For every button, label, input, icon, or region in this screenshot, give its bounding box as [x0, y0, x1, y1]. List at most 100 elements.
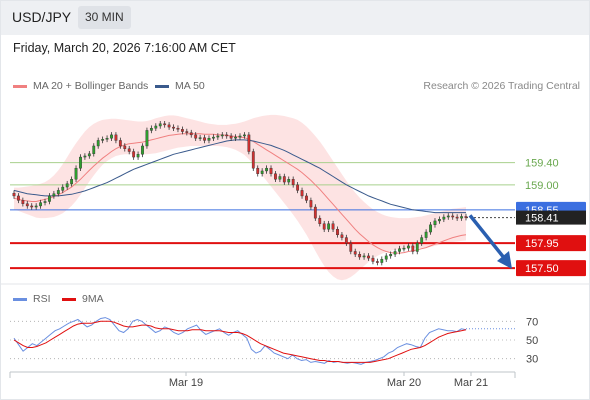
- candle-body: [371, 257, 375, 262]
- candle-body: [406, 245, 410, 249]
- candle-body: [229, 135, 233, 139]
- candle-body: [212, 136, 215, 139]
- candle-body: [176, 128, 180, 130]
- candle-body: [52, 193, 56, 197]
- candle-body: [43, 201, 47, 203]
- candle-body: [340, 234, 344, 238]
- level-label-1: 159.00: [525, 180, 559, 192]
- candle-body: [83, 155, 87, 158]
- candle-body: [198, 137, 202, 139]
- candle-body: [118, 140, 122, 147]
- candle-body: [424, 231, 428, 238]
- chart-datetime: Friday, March 20, 2026 7:16:00 AM CET: [13, 41, 236, 55]
- candle-body: [101, 139, 105, 141]
- candle-body: [460, 216, 463, 219]
- rsi-ma-line: [13, 320, 467, 363]
- last-price-tag: [516, 210, 586, 225]
- candle-body: [163, 123, 167, 126]
- last-price-label: 158.41: [525, 213, 559, 225]
- level-tag-3: [516, 235, 586, 252]
- candle-body: [194, 134, 198, 139]
- ma50-legend: MA 50: [155, 80, 205, 92]
- candle-body: [367, 255, 370, 259]
- interval-badge[interactable]: 30 MIN: [78, 6, 131, 29]
- candle-body: [358, 254, 362, 258]
- projection-arrow-shaft: [468, 214, 507, 261]
- rsi-tick-label-2: 30: [526, 354, 538, 366]
- candle-body: [256, 167, 260, 174]
- rsi-swatch: [13, 297, 27, 301]
- candle-body: [269, 167, 273, 174]
- candle-body: [189, 132, 193, 136]
- level-label-0: 159.40: [525, 158, 559, 170]
- candle-body: [145, 130, 149, 147]
- candle-body: [344, 237, 348, 244]
- ma20-swatch: [13, 84, 27, 88]
- candle-body: [30, 205, 34, 208]
- candle-body: [185, 131, 189, 133]
- rsi-tick-label-0: 70: [526, 316, 538, 328]
- candle-body: [154, 125, 158, 129]
- candle-body: [327, 223, 331, 230]
- x-tick-label-1: Mar 20: [387, 377, 421, 389]
- candle-body: [353, 251, 357, 255]
- candle-body: [172, 126, 175, 129]
- candle-body: [39, 202, 42, 207]
- candle-body: [442, 216, 446, 220]
- candle-body: [92, 145, 96, 154]
- candle-body: [402, 247, 406, 250]
- candle-body: [136, 154, 140, 158]
- candle-body: [375, 261, 379, 263]
- candle-body: [455, 216, 459, 219]
- candle-body: [180, 129, 184, 132]
- candle-body: [216, 135, 220, 138]
- candle-body: [96, 140, 100, 147]
- candle-body: [220, 134, 224, 137]
- top-bar: USD/JPY 30 MIN: [0, 0, 590, 35]
- candle-body: [158, 123, 162, 127]
- candle-body: [132, 151, 136, 158]
- candle-body: [451, 215, 455, 218]
- candle-body: [243, 134, 246, 137]
- candle-body: [225, 134, 229, 137]
- level-label-4: 157.50: [525, 263, 559, 275]
- candle-body: [21, 200, 25, 204]
- candle-body: [446, 215, 450, 218]
- candle-body: [105, 137, 109, 140]
- candle-body: [203, 137, 206, 141]
- candle-body: [389, 254, 393, 257]
- candle-body: [278, 176, 282, 180]
- ma20-legend-label: MA 20 + Bollinger Bands: [33, 80, 149, 92]
- candle-body: [234, 136, 237, 139]
- candle-body: [79, 156, 82, 169]
- candle-body: [331, 223, 335, 230]
- candle-body: [247, 134, 251, 152]
- candle-body: [384, 255, 388, 260]
- candle-body: [87, 153, 91, 157]
- candle-body: [313, 206, 317, 219]
- candle-body: [300, 190, 304, 197]
- symbol-label[interactable]: USD/JPY: [12, 9, 72, 25]
- ma50-line: [13, 139, 466, 214]
- candle-body: [207, 137, 211, 141]
- candle-body: [17, 195, 20, 201]
- bollinger-band: [14, 114, 466, 281]
- candle-body: [438, 219, 441, 222]
- candle-body: [265, 167, 268, 172]
- rsi-legend-label: RSI: [33, 293, 51, 305]
- candle-body: [464, 216, 468, 218]
- x-tick-label-0: Mar 19: [169, 377, 203, 389]
- candle-body: [415, 242, 419, 252]
- rsi-ma-swatch: [62, 297, 76, 301]
- candle-body: [318, 217, 322, 224]
- candle-body: [433, 220, 437, 226]
- candle-body: [287, 179, 291, 183]
- candle-body: [398, 248, 401, 252]
- candle-body: [12, 192, 16, 197]
- candle-body: [127, 148, 131, 152]
- candle-body: [34, 205, 38, 208]
- candle-body: [336, 229, 339, 236]
- candle-body: [141, 145, 144, 155]
- credit-label: Research © 2026 Trading Central: [423, 80, 580, 92]
